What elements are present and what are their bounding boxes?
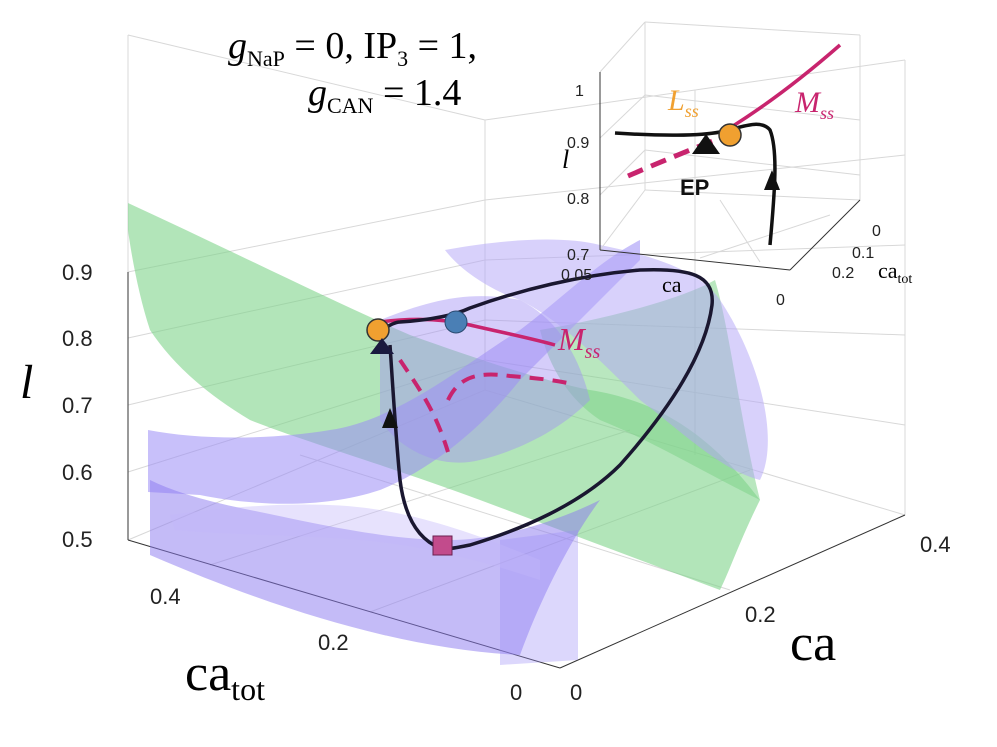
mss-curve-solid <box>379 317 556 347</box>
trajectory-curve <box>381 267 714 551</box>
y-tick: 0.2 <box>745 602 776 627</box>
mss-label: Mss <box>557 321 600 363</box>
inset-marker-circle <box>718 123 742 147</box>
x-tick: 0 <box>510 680 522 705</box>
inset-trajectory-arrow <box>764 170 780 190</box>
trajectory-arrow <box>382 408 398 428</box>
inset-z-tick: 0.7 <box>567 247 589 264</box>
inset-y-tick: 0.1 <box>852 245 874 262</box>
inset-marker-triangle <box>692 134 720 154</box>
z-tick: 0.6 <box>62 460 93 485</box>
mss-curve-dashed <box>398 358 450 453</box>
z-tick: 0.7 <box>62 393 93 418</box>
y-axis-ticks: 0 0.2 0.4 <box>570 532 951 705</box>
inset-y-tick: 0 <box>872 223 881 240</box>
z-tick: 0.8 <box>62 326 93 351</box>
x-axis-ticks: 0.4 0.2 0 <box>150 584 522 705</box>
inset-y-label: catot <box>878 258 912 287</box>
inset-z-tick: 0.8 <box>567 191 589 208</box>
inset-y-tick: 0.2 <box>832 265 854 282</box>
z-tick: 0.9 <box>62 260 93 285</box>
svg-text:gCAN = 1.4: gCAN = 1.4 <box>308 72 461 118</box>
x-tick: 0.4 <box>150 584 181 609</box>
svg-text:gNaP = 0, IP3 = 1,: gNaP = 0, IP3 = 1, <box>228 25 477 71</box>
marker-triangle <box>370 338 394 354</box>
mss-curve-dashed-right <box>446 372 573 401</box>
inset-lss-label: Lss <box>667 84 699 121</box>
inset-x-tick: 0 <box>776 292 785 309</box>
y-axis-label: ca <box>790 615 836 672</box>
y-tick: 0 <box>570 680 582 705</box>
z-axis-label: l <box>20 356 33 409</box>
inset-plot: Lss Mss EP 1 0.9 0.8 0.7 0.05 0 0 0.1 0.… <box>561 21 912 309</box>
x-tick: 0.2 <box>318 630 349 655</box>
marker-square <box>432 535 453 556</box>
inset-x-label: ca <box>662 272 682 297</box>
z-tick: 0.5 <box>62 527 93 552</box>
y-tick: 0.4 <box>920 532 951 557</box>
inset-z-label: l <box>562 145 569 174</box>
inset-ep-label: EP <box>680 175 709 200</box>
inset-mss-label: Mss <box>794 86 834 123</box>
marker-circle-blue <box>444 310 468 334</box>
inset-z-tick: 1 <box>575 83 584 100</box>
inset-x-tick: 0.05 <box>561 267 592 284</box>
inset-z-tick: 0.9 <box>567 135 589 152</box>
x-axis-label: catot <box>185 645 265 707</box>
z-axis-ticks: 0.9 0.8 0.7 0.6 0.5 <box>62 260 93 552</box>
purple-surface <box>148 239 768 665</box>
marker-circle-orange <box>366 318 390 342</box>
chart-title: gNaP = 0, IP3 = 1, gCAN = 1.4 <box>228 25 477 118</box>
